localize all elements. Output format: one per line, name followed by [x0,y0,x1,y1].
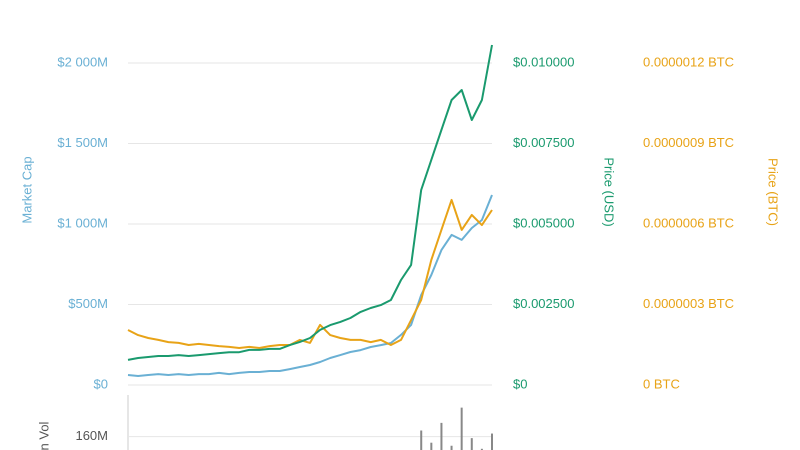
y2-tick-label: $0 [513,376,527,391]
y3-axis-title: Price (BTC) [766,158,781,226]
volume-bar [491,433,493,450]
volume-bar [440,422,443,450]
volume-bar [460,407,463,450]
y-tick-label: $1 500M [57,135,108,150]
y2-tick-label: $0.002500 [513,296,574,311]
volume-bar [430,442,433,450]
y-tick-label: $1 000M [57,215,108,230]
y3-tick-label: 0.0000009 BTC [643,135,734,150]
y2-tick-label: $0.005000 [513,215,574,230]
y-axis-title: n Vol [36,421,51,450]
series-line [127,198,493,349]
y-tick-label: $0 [94,376,108,391]
y3-tick-label: 0 BTC [643,376,680,391]
y-tick-label: $2 000M [57,54,108,69]
y3-tick-label: 0.0000003 BTC [643,296,734,311]
y-axis-title: Market Cap [19,156,34,223]
series-line [127,44,493,361]
volume-bar [420,430,423,450]
y3-tick-label: 0.0000006 BTC [643,215,734,230]
y-tick-label: 160M [75,428,108,443]
y-tick-label: $500M [68,296,108,311]
y2-tick-label: $0.010000 [513,54,574,69]
volume-bar [470,438,473,450]
volume-bar [480,448,483,450]
volume-bar [450,445,453,450]
series-line [127,194,493,377]
y3-tick-label: 0.0000012 BTC [643,54,734,69]
y2-axis-title: Price (USD) [602,157,617,226]
y2-tick-label: $0.007500 [513,135,574,150]
